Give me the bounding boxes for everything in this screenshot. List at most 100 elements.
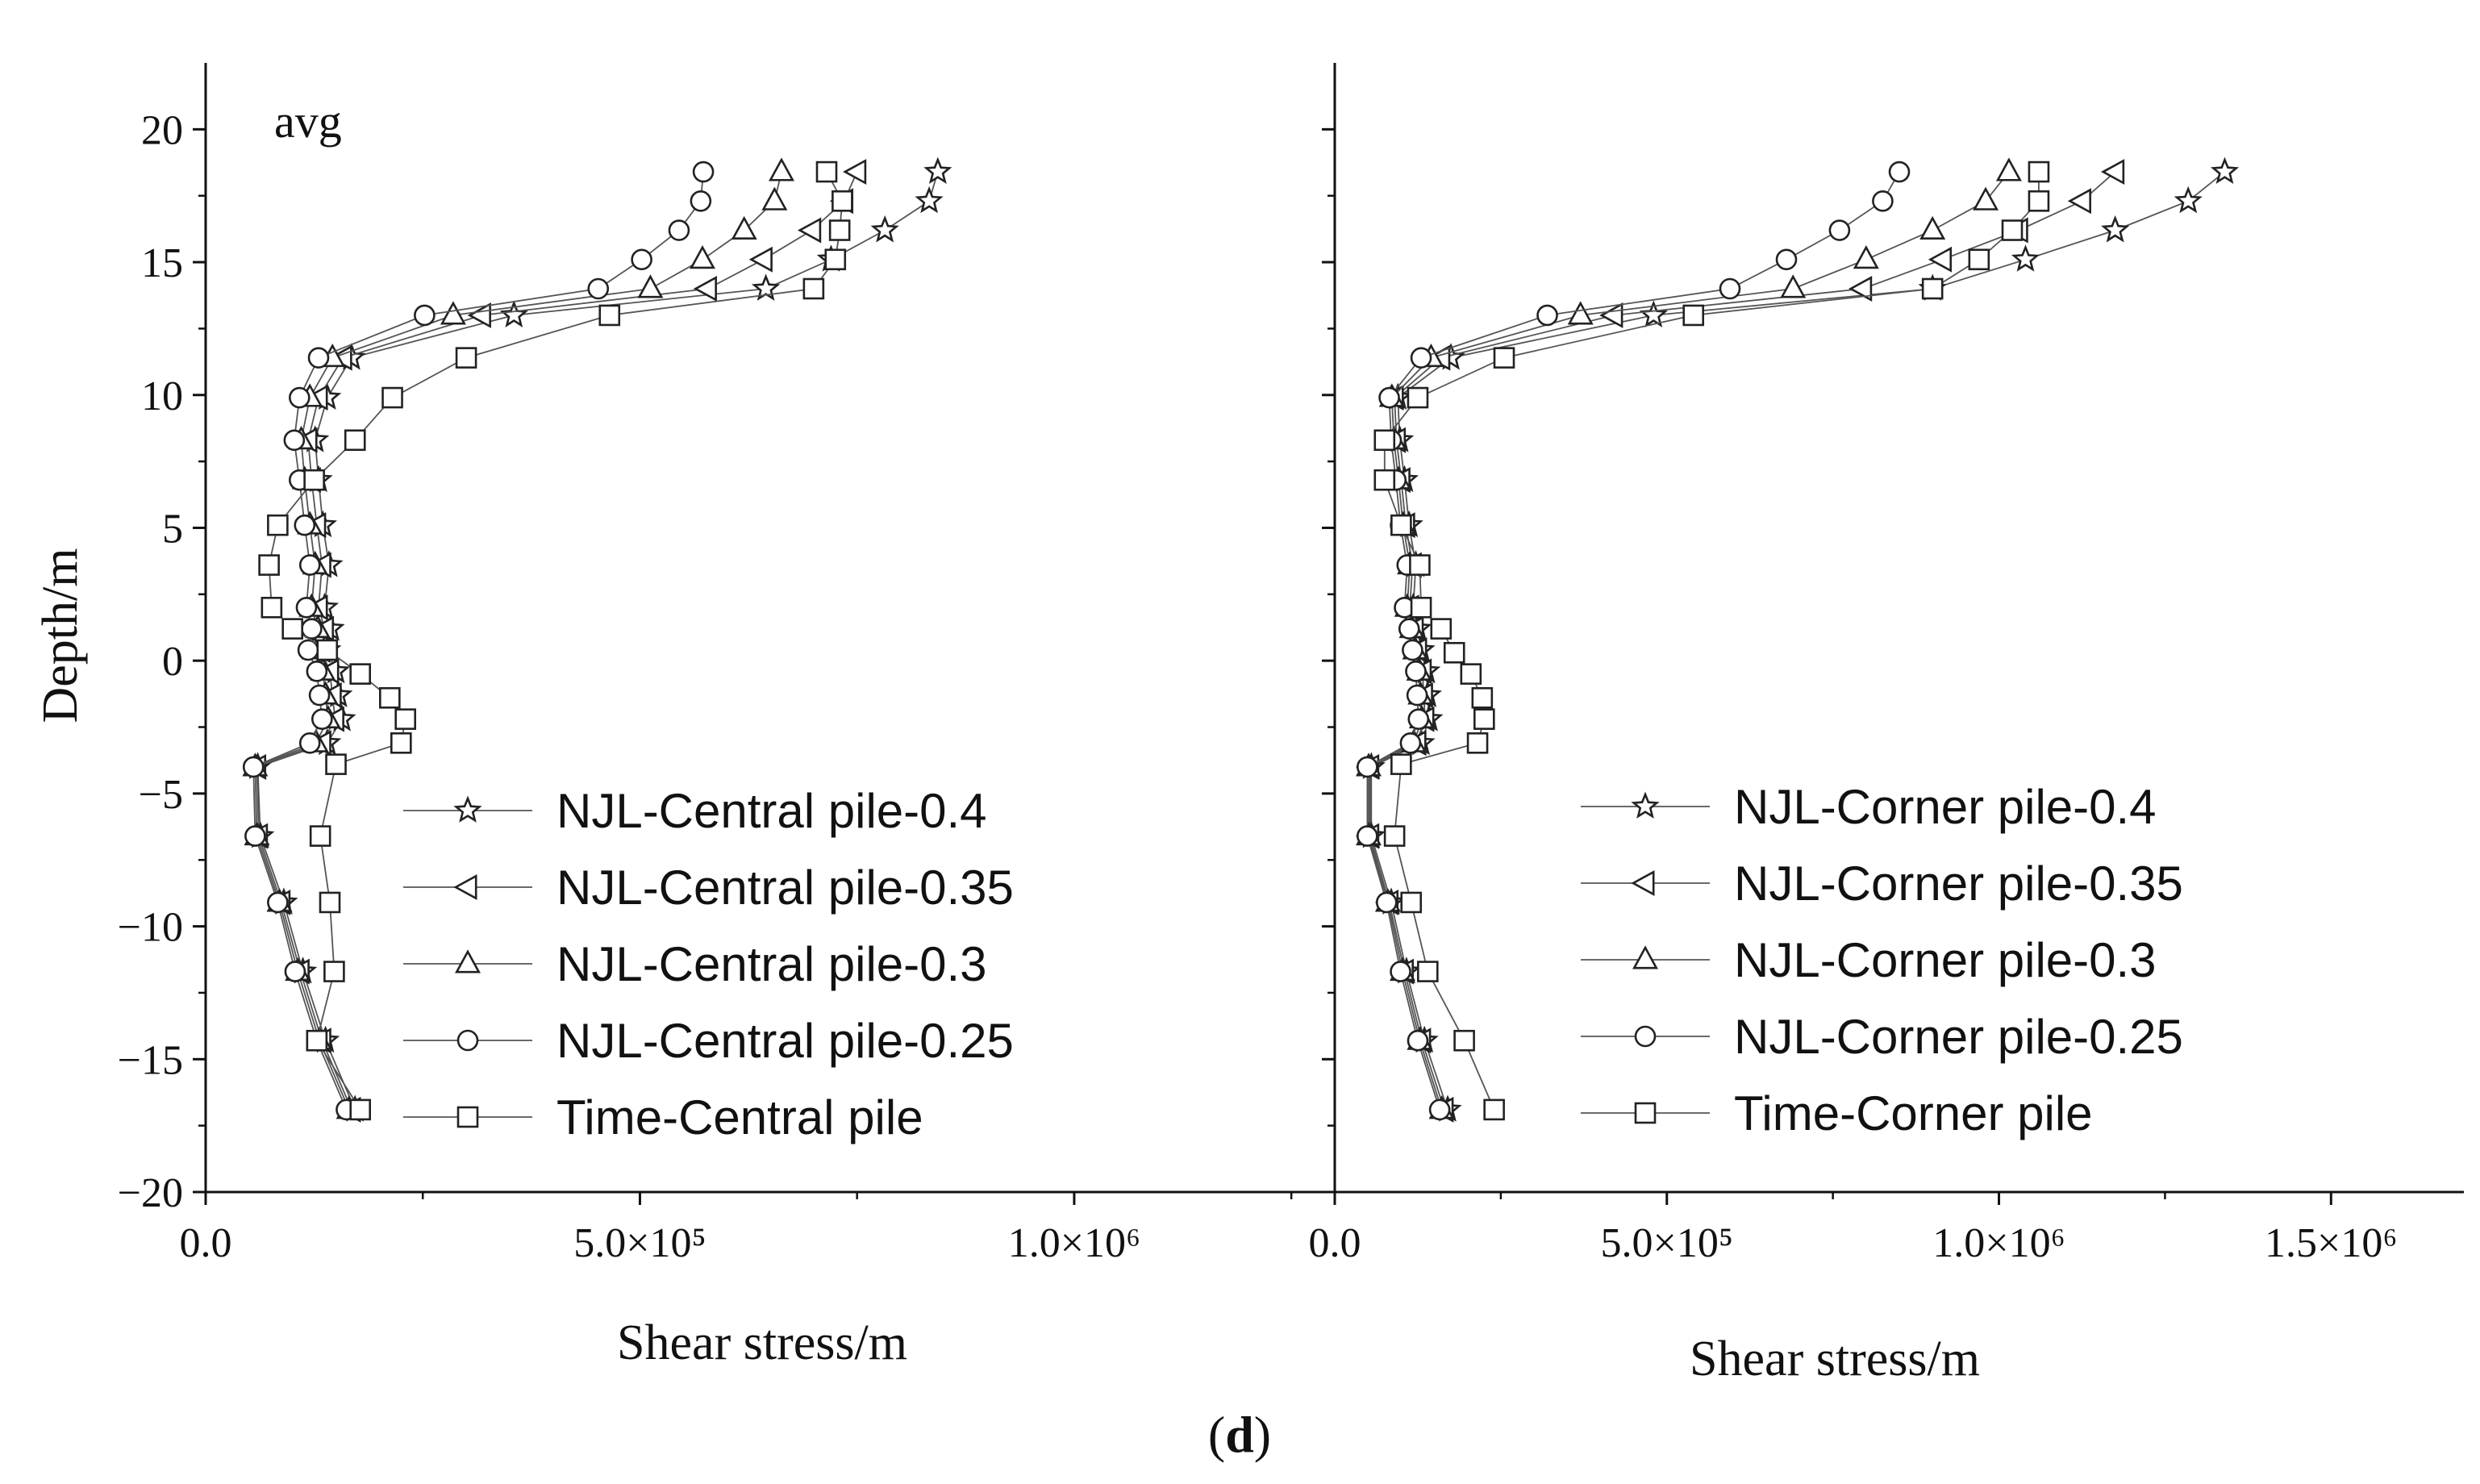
x-tick-label: 5.0×10⁵ — [1601, 1220, 1733, 1266]
data-point — [284, 961, 306, 982]
data-point — [2210, 156, 2240, 185]
data-point — [2101, 215, 2130, 243]
data-point — [1378, 386, 1400, 409]
figure-label-letter: d — [1225, 1406, 1254, 1463]
data-point — [1375, 891, 1398, 914]
data-point — [281, 618, 303, 640]
x-tick-label: 0.0 — [180, 1220, 232, 1266]
data-point — [668, 219, 690, 241]
legend-label: NJL-Central pile-0.4 — [556, 784, 987, 838]
data-point — [1373, 469, 1396, 491]
legend-entry-njl-corner-pile-0-35: NJL-Corner pile-0.35 — [1581, 857, 2183, 911]
data-point — [1888, 160, 1911, 183]
data-point — [1928, 246, 1953, 273]
data-point — [923, 156, 952, 185]
legend-marker — [1634, 1102, 1657, 1124]
legend-label: NJL-Corner pile-0.35 — [1734, 857, 2183, 911]
legend-marker — [1632, 945, 1658, 969]
series-time-corner-pile — [1373, 160, 2050, 1121]
data-point — [2174, 186, 2203, 214]
data-point — [1406, 684, 1428, 707]
data-point — [1383, 825, 1406, 847]
legend-marker — [456, 1106, 479, 1128]
y-tick-label: −20 — [118, 1170, 183, 1216]
data-point — [381, 386, 403, 409]
data-point — [467, 302, 491, 328]
data-point — [1473, 708, 1495, 730]
data-point — [797, 217, 822, 244]
legend-marker — [1631, 870, 1655, 896]
legend-marker — [1634, 1025, 1657, 1048]
data-point — [870, 215, 899, 243]
data-point — [1428, 1098, 1451, 1121]
data-point — [2028, 160, 2050, 183]
data-point — [306, 1029, 328, 1052]
data-point — [1567, 301, 1594, 325]
data-point — [1483, 1098, 1505, 1121]
data-point — [307, 347, 330, 369]
x-axis-title: Shear stress/m — [617, 1315, 907, 1370]
data-point — [1460, 663, 1482, 685]
data-point — [1357, 756, 1378, 778]
data-point — [748, 246, 773, 273]
legend-entry-njl-central-pile-0-4: NJL-Central pile-0.4 — [403, 784, 987, 838]
data-point — [2028, 190, 2050, 212]
data-point — [1443, 641, 1465, 664]
data-point — [440, 301, 466, 325]
legend-label: Time-Corner pile — [1734, 1086, 2093, 1140]
x-tick-label: 1.0×10⁶ — [1932, 1220, 2065, 1266]
data-point — [1409, 554, 1431, 576]
data-point — [306, 661, 328, 682]
data-point — [311, 708, 333, 730]
data-point — [298, 732, 321, 754]
legend-entry-time-central-pile: Time-Central pile — [403, 1090, 923, 1144]
y-tick-label: 10 — [141, 373, 183, 419]
data-point — [319, 891, 341, 914]
legend-entry-njl-central-pile-0-25: NJL-Central pile-0.25 — [403, 1014, 1014, 1068]
data-point — [1780, 274, 1807, 298]
data-point — [379, 686, 401, 709]
legend-entry-njl-corner-pile-0-25: NJL-Corner pile-0.25 — [1581, 1010, 2183, 1064]
data-point — [1410, 596, 1432, 619]
data-point — [1973, 186, 1999, 211]
legend-entry-njl-central-pile-0-35: NJL-Central pile-0.35 — [403, 861, 1014, 915]
data-point — [1430, 618, 1453, 640]
legend-entry-njl-corner-pile-0-4: NJL-Corner pile-0.4 — [1581, 780, 2157, 834]
data-point — [303, 469, 325, 491]
left-panel-central-pile: −20 −15 −10 −5 0 5 10 15 20 0.0 5.0×10⁵ 1.0×10⁶ Shea… — [33, 63, 1335, 1370]
y-tick-label: −10 — [118, 905, 183, 951]
legend-marker — [456, 1029, 479, 1052]
data-point — [394, 708, 416, 730]
data-point — [769, 157, 794, 181]
data-point — [828, 219, 851, 241]
x-tick-label: 5.0×10⁵ — [573, 1220, 706, 1266]
y-tick-label: 5 — [162, 506, 183, 552]
data-point — [1390, 961, 1411, 982]
right-panel-corner-pile: 0.0 5.0×10⁵ 1.0×10⁶ 1.5×10⁶ Shear stress/m NJ… — [1309, 63, 2464, 1386]
data-point — [842, 159, 867, 186]
data-point — [1828, 219, 1851, 241]
data-point — [309, 825, 331, 847]
data-point — [631, 248, 652, 271]
legend-marker — [453, 874, 477, 900]
data-point — [1407, 386, 1429, 409]
data-point — [1357, 825, 1378, 847]
x-tick-label: 0.0 — [1309, 1220, 1361, 1266]
data-point — [1536, 304, 1558, 327]
data-point — [832, 190, 853, 212]
data-point — [1968, 248, 1990, 271]
annotation-avg: avg — [274, 95, 342, 148]
data-point — [1373, 429, 1396, 452]
data-point — [690, 190, 712, 212]
data-point — [390, 732, 412, 754]
data-point — [325, 753, 347, 775]
data-point — [1493, 347, 1515, 369]
data-point — [308, 684, 331, 707]
data-point — [323, 961, 345, 982]
data-point — [731, 215, 757, 240]
legend-label: NJL-Corner pile-0.3 — [1734, 933, 2157, 987]
data-point — [1399, 732, 1422, 754]
data-point — [1872, 190, 1894, 212]
